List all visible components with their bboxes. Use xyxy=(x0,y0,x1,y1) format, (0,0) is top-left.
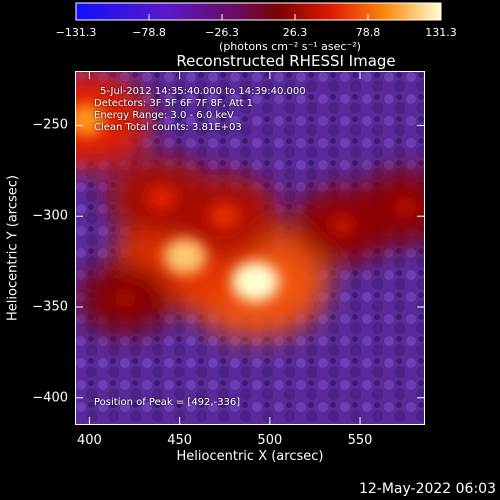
colorbar-unit-label: (photons cm⁻² s⁻¹ asec⁻²) xyxy=(219,40,361,53)
annotation-time-range: 5-Jul-2012 14:35:40.000 to 14:39:40.000 xyxy=(100,86,306,97)
footer-timestamp: 12-May-2022 06:03 xyxy=(358,481,496,497)
colorbar-tick-label: −131.3 xyxy=(55,26,97,39)
emission-source xyxy=(329,214,355,237)
emission-source xyxy=(75,103,106,137)
emission-source xyxy=(113,287,138,308)
plot-frame xyxy=(75,71,425,425)
x-tick-label: 500 xyxy=(257,433,283,448)
emission-source xyxy=(231,261,280,302)
x-tick-label: 400 xyxy=(77,433,102,448)
emission-source xyxy=(163,237,207,275)
annotation-clean-counts: Clean Total counts: 3.81E+03 xyxy=(94,122,242,133)
chart-title: Reconstructed RHESSI Image xyxy=(176,52,396,70)
colorbar-tick-label: 78.8 xyxy=(355,26,381,39)
emission-source xyxy=(146,185,177,211)
x-axis-label: Heliocentric X (arcsec) xyxy=(176,449,324,464)
y-tick-label: −400 xyxy=(32,390,68,406)
x-tick-label: 450 xyxy=(167,433,193,448)
emission-source xyxy=(392,196,418,218)
colorbar-tick-label: −26.3 xyxy=(205,26,239,39)
emission-glow xyxy=(356,170,425,245)
emission-glow xyxy=(75,71,150,170)
y-axis-label: Heliocentric Y (arcsec) xyxy=(5,175,21,321)
colorbar xyxy=(75,2,442,21)
colorbar-gradient xyxy=(75,2,442,21)
annotation-peak-position: Position of Peak = [492,-336] xyxy=(94,397,241,408)
annotation-detectors: Detectors: 3F 5F 6F 7F 8F, Att 1 xyxy=(94,98,254,109)
rhessi-image xyxy=(75,71,425,425)
x-tick-label: 550 xyxy=(347,433,373,448)
y-tick-label: −350 xyxy=(32,299,68,315)
y-tick-label: −300 xyxy=(32,208,68,224)
emission-source xyxy=(209,203,240,230)
colorbar-tick-label: −78.8 xyxy=(132,26,166,39)
annotation-energy-range: Energy Range: 3.0 - 6.0 keV xyxy=(94,110,234,121)
colorbar-tick-label: 26.3 xyxy=(282,26,308,39)
colorbar-tick-label: 131.3 xyxy=(425,26,457,39)
y-tick-label: −250 xyxy=(32,117,68,133)
